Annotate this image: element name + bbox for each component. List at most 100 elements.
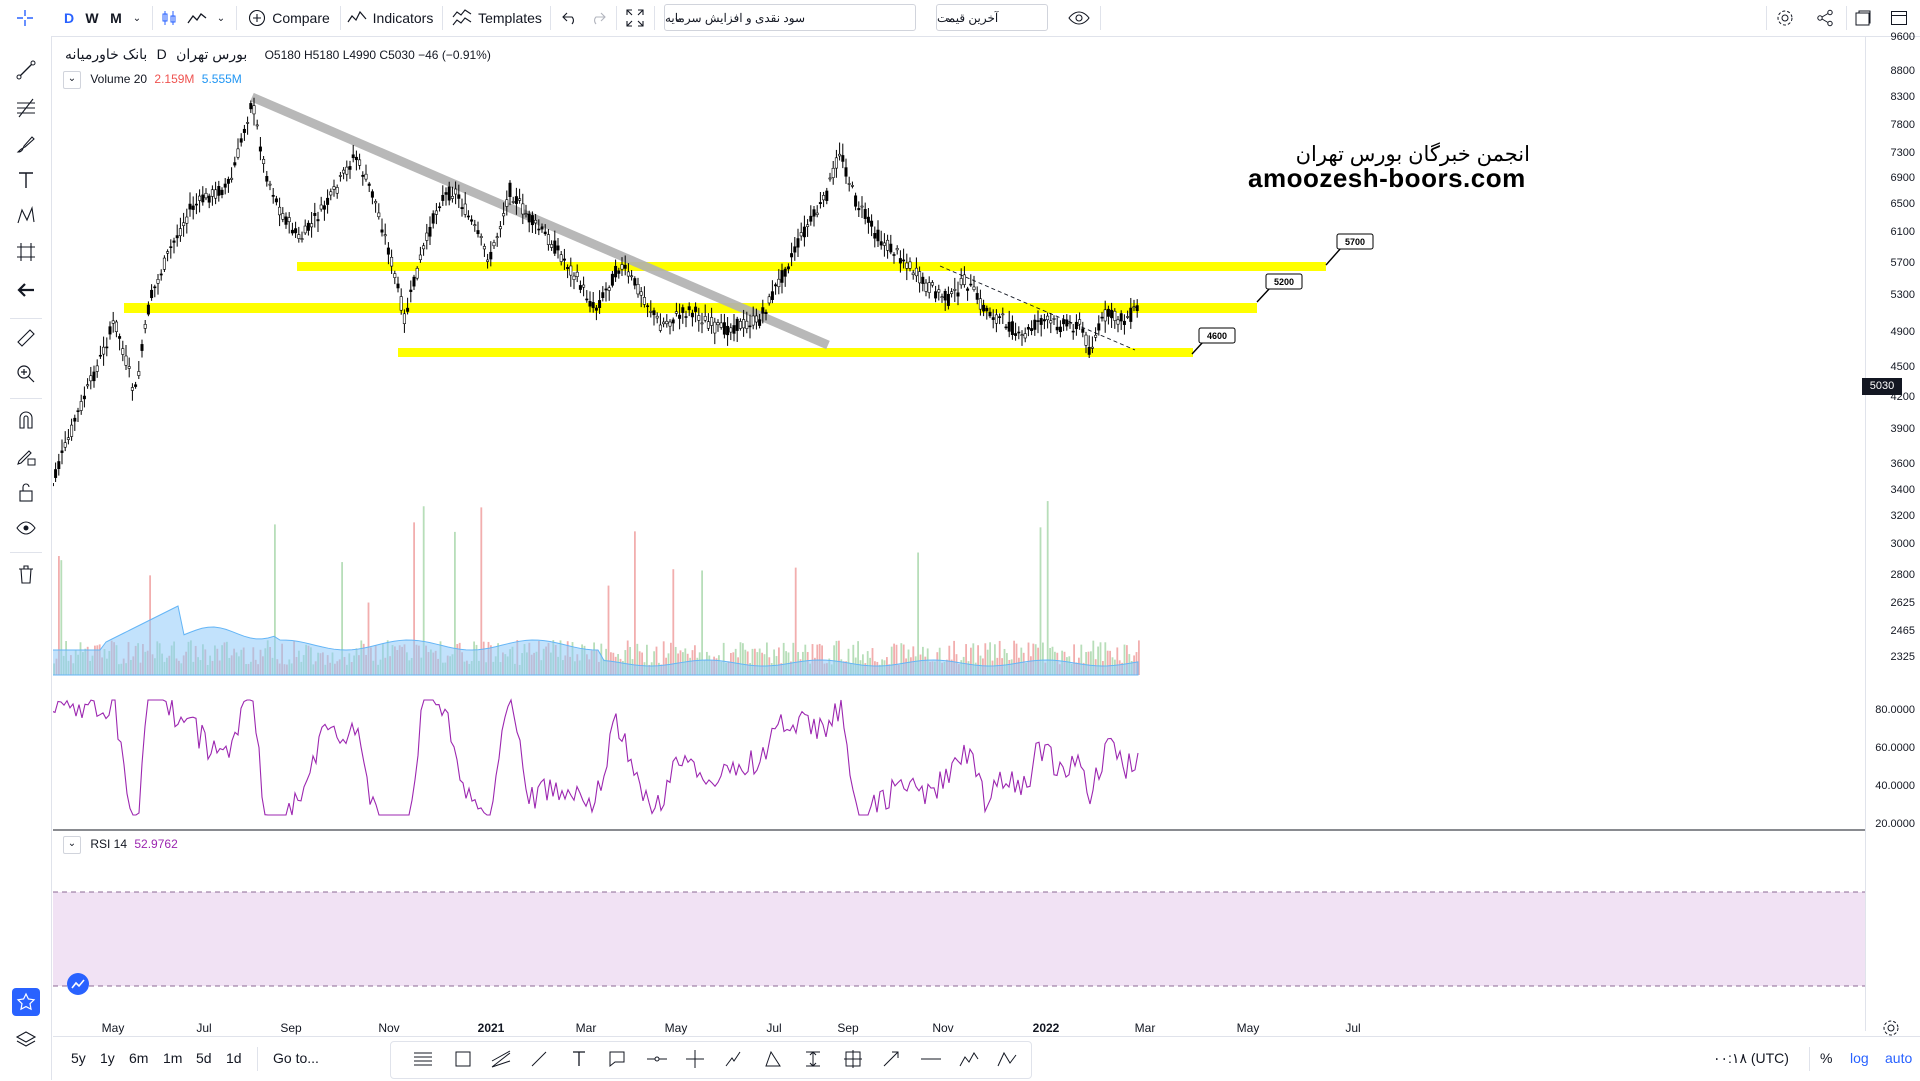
price-callouts[interactable]: 5700 5200 4600 <box>1191 233 1374 355</box>
layers-icon[interactable] <box>12 1026 40 1054</box>
volume-bar <box>1090 651 1092 675</box>
compare-button[interactable]: Compare <box>244 4 334 32</box>
candle-body <box>882 242 886 246</box>
share-icon[interactable] <box>1810 4 1840 32</box>
indicators-button[interactable]: Indicators <box>344 4 436 32</box>
prediction-icon[interactable] <box>12 238 40 266</box>
templates-button[interactable]: Templates <box>450 4 544 32</box>
trendline-icon[interactable] <box>12 56 40 84</box>
interval-week-button[interactable]: W <box>85 10 99 26</box>
range-5d[interactable]: 5d <box>196 1050 212 1066</box>
percent-toggle[interactable]: % <box>1820 1050 1833 1066</box>
abc-pattern-icon[interactable] <box>994 1046 1020 1072</box>
date-price-range-icon[interactable] <box>800 1046 826 1072</box>
range-6m[interactable]: 6m <box>129 1050 149 1066</box>
price-scale[interactable]: 9600 8800 8300 7800 7300 6900 6500 6100 5700 5300… <box>1865 31 1920 1031</box>
chart-area[interactable]: 5700 5200 4600 بانک خاورمیانه D بورس تهران… <box>44 36 1865 1036</box>
favorite-star-icon[interactable] <box>12 988 40 1016</box>
rectangle-icon[interactable] <box>450 1046 476 1072</box>
zoom-in-icon[interactable] <box>12 360 40 388</box>
callout-label: 4600 <box>1207 331 1227 341</box>
price-chart-svg[interactable]: 5700 5200 4600 <box>44 36 1865 1036</box>
horizontal-ray-icon[interactable] <box>644 1046 670 1072</box>
chart-type-dropdown-icon[interactable]: ⌄ <box>216 12 226 24</box>
fib-retracement-icon[interactable] <box>12 94 40 122</box>
goto-button[interactable]: Go to... <box>273 1050 319 1066</box>
settings-icon[interactable] <box>1770 4 1800 32</box>
volume-bar <box>672 569 675 675</box>
pencil-lock-icon[interactable] <box>12 442 40 470</box>
arrow-line-icon[interactable] <box>878 1046 904 1072</box>
gear-icon[interactable] <box>1882 1019 1902 1039</box>
log-toggle[interactable]: log <box>1850 1050 1869 1066</box>
symbol-dropdown[interactable]: سود نقدی و افزایش سرمایه ⌄ <box>664 4 916 31</box>
price-type-dropdown[interactable]: آخرین قیمت ⌄ <box>936 4 1048 31</box>
candles-icon[interactable] <box>158 4 180 32</box>
trendline-drawings[interactable] <box>250 92 1136 351</box>
collapse-chevron-icon[interactable]: ⌄ <box>63 836 81 854</box>
support-resistance-zones[interactable] <box>124 262 1326 357</box>
text-icon[interactable] <box>566 1046 592 1072</box>
ruler-icon[interactable] <box>12 324 40 352</box>
candle-body <box>489 251 493 260</box>
descending-trendline[interactable] <box>250 92 830 350</box>
horizontal-segment-icon[interactable] <box>918 1046 944 1072</box>
time-tick: Nov <box>932 1021 954 1035</box>
triangle-pattern-icon[interactable] <box>760 1046 786 1072</box>
candle-body <box>582 284 586 288</box>
tradingview-logo-icon[interactable] <box>67 973 89 995</box>
range-1y[interactable]: 1y <box>100 1050 115 1066</box>
callout-box[interactable] <box>1198 327 1236 344</box>
indicators-label: Indicators <box>372 10 434 26</box>
elliott-wave-icon[interactable] <box>956 1046 982 1072</box>
rsi-tick: 40.0000 <box>1875 780 1915 792</box>
undo-icon[interactable] <box>558 4 582 32</box>
layout-icon[interactable] <box>1884 4 1914 32</box>
fullscreen-icon[interactable] <box>622 4 648 32</box>
callout-box[interactable] <box>1265 273 1303 290</box>
range-1m[interactable]: 1m <box>163 1050 183 1066</box>
interval-month-button[interactable]: M <box>110 10 122 26</box>
auto-toggle[interactable]: auto <box>1885 1050 1913 1066</box>
callout-box[interactable] <box>1336 233 1374 250</box>
legend-symbol[interactable]: بانک خاورمیانه <box>65 46 148 62</box>
redo-icon[interactable] <box>586 4 610 32</box>
cross-line-icon[interactable] <box>682 1046 708 1072</box>
path-icon[interactable] <box>720 1046 746 1072</box>
text-tool-icon[interactable] <box>12 166 40 194</box>
candle-body <box>134 384 138 387</box>
horizontal-lines-icon[interactable] <box>410 1046 436 1072</box>
range-5y[interactable]: 5y <box>71 1050 86 1066</box>
lock-icon[interactable] <box>12 478 40 506</box>
visibility-eye-icon[interactable] <box>12 514 40 542</box>
brush-icon[interactable] <box>12 130 40 158</box>
crosshair-icon[interactable] <box>16 4 34 32</box>
line-icon[interactable] <box>526 1046 552 1072</box>
collapse-chevron-icon[interactable]: ⌄ <box>63 71 81 89</box>
timezone-label[interactable]: ۰۰:۱۸ (UTC) <box>1713 1050 1789 1066</box>
grid-icon[interactable] <box>840 1046 866 1072</box>
dashed-trendline[interactable] <box>939 265 1136 351</box>
range-1d[interactable]: 1d <box>226 1050 242 1066</box>
line-chart-icon[interactable] <box>186 4 208 32</box>
candle-body <box>406 307 410 312</box>
arrow-left-icon[interactable] <box>12 276 40 304</box>
candle-body <box>668 321 672 327</box>
candle-body <box>1132 306 1136 309</box>
eye-icon[interactable] <box>1064 4 1094 32</box>
candle-body <box>473 224 477 226</box>
price-tick: 4500 <box>1890 361 1915 373</box>
interval-day-button[interactable]: D <box>63 10 75 26</box>
trash-icon[interactable] <box>12 560 40 588</box>
interval-dropdown-icon[interactable]: ⌄ <box>132 12 142 24</box>
pattern-icon[interactable] <box>12 202 40 230</box>
callout-icon[interactable] <box>604 1046 630 1072</box>
support-zone-4600[interactable] <box>398 348 1193 357</box>
resistance-zone-5700[interactable] <box>297 262 1326 271</box>
pitchfork-icon[interactable] <box>488 1046 514 1072</box>
volume-bar <box>852 644 855 675</box>
volume-bar <box>998 640 1001 675</box>
candle-body <box>153 286 157 289</box>
snapshot-icon[interactable] <box>1848 4 1878 32</box>
magnet-icon[interactable] <box>12 406 40 434</box>
